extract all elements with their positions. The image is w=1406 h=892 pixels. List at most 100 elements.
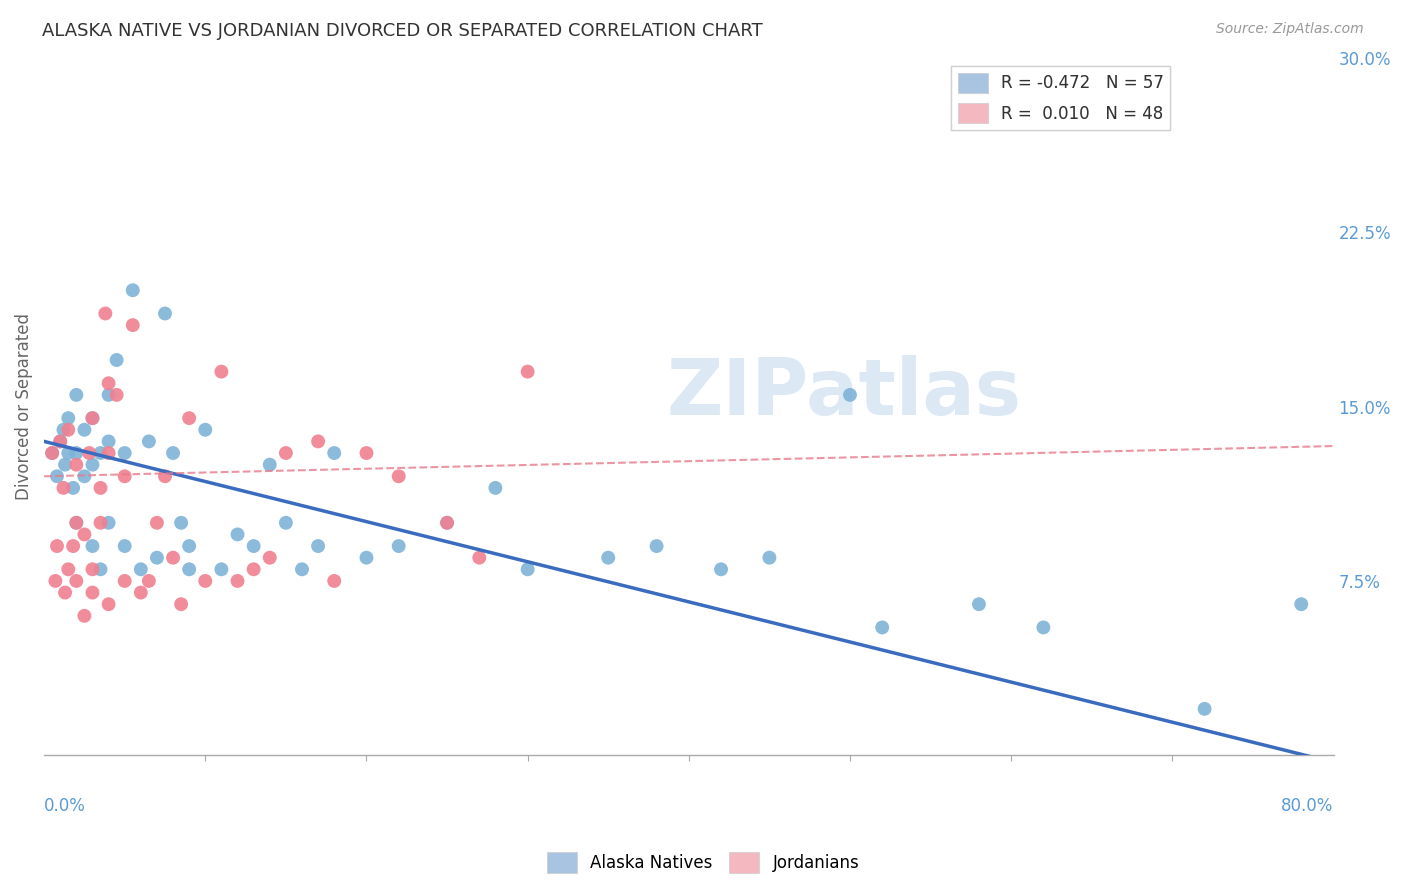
Point [1194, 702, 1216, 716]
Text: Source: ZipAtlas.com: Source: ZipAtlas.com [1216, 22, 1364, 37]
Point [129, 585, 152, 599]
Point [65, 388, 87, 402]
Point [179, 562, 201, 576]
Legend: R = -0.472   N = 57, R =  0.010   N = 48: R = -0.472 N = 57, R = 0.010 N = 48 [950, 66, 1170, 130]
Point [73, 527, 96, 541]
Point [291, 562, 314, 576]
Point [436, 516, 458, 530]
Point [97, 446, 120, 460]
Point [62, 481, 84, 495]
Point [129, 562, 152, 576]
Point [121, 318, 143, 332]
Point [65, 574, 87, 588]
Point [153, 469, 176, 483]
Point [153, 306, 176, 320]
Point [323, 574, 346, 588]
Point [58, 411, 80, 425]
Point [758, 550, 780, 565]
Point [46, 469, 69, 483]
Point [516, 365, 538, 379]
Point [62, 539, 84, 553]
Point [388, 539, 411, 553]
Point [89, 562, 111, 576]
Point [73, 469, 96, 483]
Point [870, 620, 893, 634]
Point [89, 516, 111, 530]
Point [97, 376, 120, 391]
Point [77, 446, 100, 460]
Point [307, 539, 329, 553]
Point [41, 446, 63, 460]
Point [73, 608, 96, 623]
Point [967, 597, 990, 611]
Point [97, 597, 120, 611]
Point [105, 388, 128, 402]
Point [710, 562, 733, 576]
Point [1032, 620, 1054, 634]
Point [194, 574, 217, 588]
Point [839, 388, 862, 402]
Point [65, 446, 87, 460]
Point [356, 446, 378, 460]
Point [1291, 597, 1313, 611]
Point [598, 550, 620, 565]
Point [52, 481, 75, 495]
Point [162, 446, 184, 460]
Point [138, 434, 160, 449]
Point [259, 550, 281, 565]
Point [49, 434, 72, 449]
Point [146, 550, 169, 565]
Point [73, 423, 96, 437]
Point [97, 434, 120, 449]
Point [179, 411, 201, 425]
Point [97, 516, 120, 530]
Point [46, 539, 69, 553]
Point [209, 562, 232, 576]
Point [105, 353, 128, 368]
Point [44, 574, 66, 588]
Point [53, 458, 76, 472]
Point [274, 446, 297, 460]
Y-axis label: Divorced or Separated: Divorced or Separated [15, 313, 32, 500]
Point [226, 574, 249, 588]
Point [58, 446, 80, 460]
Point [242, 539, 264, 553]
Point [65, 516, 87, 530]
Point [114, 446, 136, 460]
Point [52, 423, 75, 437]
Point [209, 365, 232, 379]
Point [97, 388, 120, 402]
Point [645, 539, 668, 553]
Point [114, 469, 136, 483]
Text: ZIPatlas: ZIPatlas [666, 354, 1021, 431]
Text: 80.0%: 80.0% [1281, 797, 1333, 815]
Point [436, 516, 458, 530]
Point [274, 516, 297, 530]
Point [170, 597, 193, 611]
Point [82, 411, 104, 425]
Point [226, 527, 249, 541]
Point [49, 434, 72, 449]
Point [356, 550, 378, 565]
Point [259, 458, 281, 472]
Point [138, 574, 160, 588]
Point [94, 306, 117, 320]
Point [162, 550, 184, 565]
Point [41, 446, 63, 460]
Point [114, 539, 136, 553]
Point [388, 469, 411, 483]
Point [82, 411, 104, 425]
Point [65, 458, 87, 472]
Point [89, 481, 111, 495]
Legend: Alaska Natives, Jordanians: Alaska Natives, Jordanians [540, 846, 866, 880]
Point [307, 434, 329, 449]
Text: ALASKA NATIVE VS JORDANIAN DIVORCED OR SEPARATED CORRELATION CHART: ALASKA NATIVE VS JORDANIAN DIVORCED OR S… [42, 22, 763, 40]
Text: 0.0%: 0.0% [44, 797, 86, 815]
Point [242, 562, 264, 576]
Point [89, 446, 111, 460]
Point [468, 550, 491, 565]
Point [323, 446, 346, 460]
Point [121, 283, 143, 297]
Point [516, 562, 538, 576]
Point [82, 458, 104, 472]
